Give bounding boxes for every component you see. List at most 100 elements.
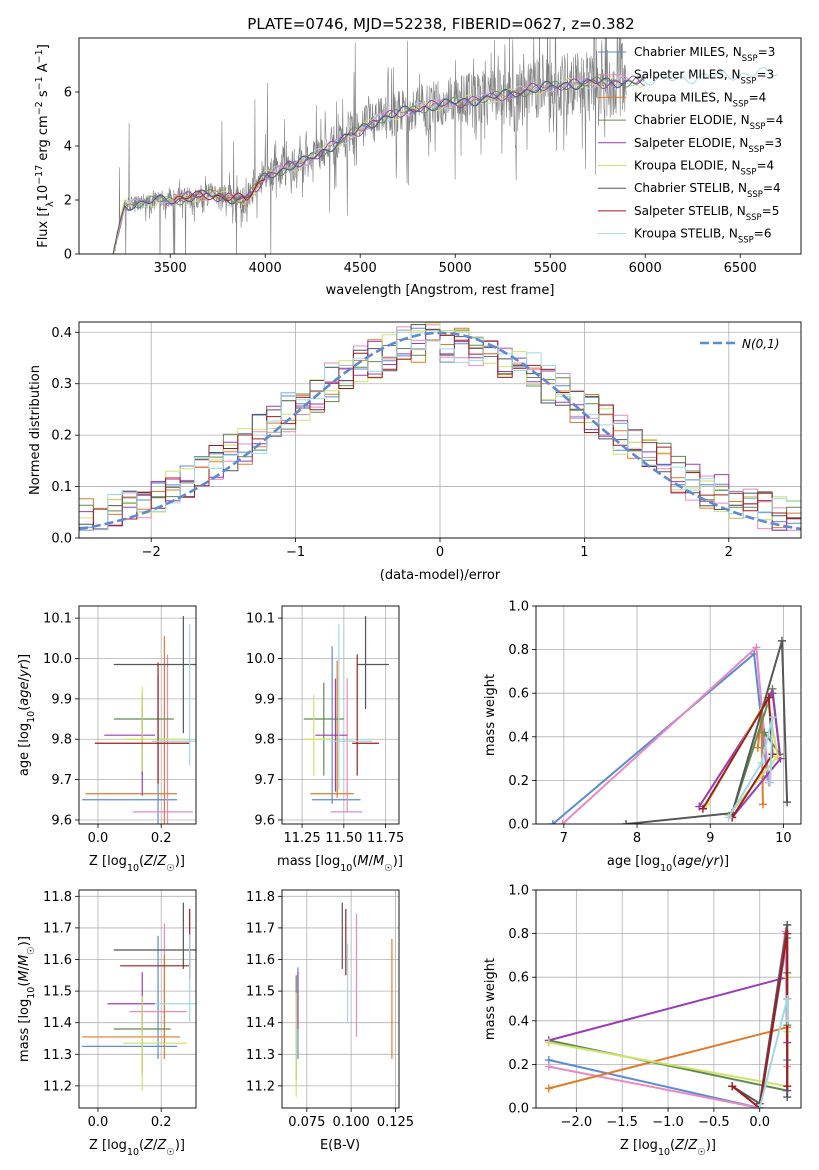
x-tick-label: −1.0 (652, 1115, 684, 1130)
figure-title: PLATE=0746, MJD=52238, FIBERID=0627, z=0… (247, 15, 634, 33)
y-tick-label: 10.0 (43, 652, 72, 667)
weight-marker (724, 813, 733, 822)
errorbar-point (94, 662, 190, 784)
weight-marker (753, 743, 762, 752)
x-tick-label: 3500 (154, 261, 187, 276)
histograms (79, 322, 801, 531)
x-axis-label: wavelength [Angstrom, rest frame] (326, 283, 555, 298)
axes-frame (535, 889, 802, 1109)
weight-marker (755, 1104, 764, 1108)
weight-marker (728, 1082, 737, 1091)
weight-marker (783, 1093, 792, 1102)
weight-vs-metallicity-panel: −2.0 −1.5 −1.0 −0.5 0.0 0.0 0.2 0.4 0.6 0.8 1.0 Z [… (483, 884, 802, 1158)
weight-marker (766, 778, 775, 787)
y-tick-label: 0.2 (508, 1058, 529, 1073)
legend-entry: Salpeter STELIB, NSSP=5 (634, 204, 779, 223)
weight-marker (544, 1062, 553, 1071)
errorbar-point (310, 660, 354, 798)
y-tick-label: 0.0 (508, 818, 529, 833)
mass-vs-metallicity-panel: 0.0 0.2 11.2 11.3 11.4 11.5 11.6 11.7 11.8 Z [log… (17, 889, 197, 1158)
x-axis-label: Z [log10(Z/Z☉)] (620, 1138, 716, 1158)
weight-vs-age-panel: 7 8 9 10 0.0 0.2 0.4 0.6 0.8 1.0 age [log10(age/yr… (483, 600, 802, 874)
axes-frame (78, 605, 197, 825)
weight-marker (758, 800, 767, 809)
weight-marker (760, 728, 769, 737)
weight-marker (622, 820, 631, 824)
errorbars (303, 616, 389, 813)
y-tick-label: 2 (64, 194, 72, 209)
y-axis-label: mass [log10(M/M☉)] (17, 936, 37, 1062)
x-tick-label: 9 (706, 831, 714, 846)
x-tick-label: 0.0 (88, 1115, 109, 1130)
errorbar-point (330, 624, 373, 790)
mass-vs-ebv-panel: 0.075 0.100 0.125 11.2 11.3 11.4 11.5 11.6 11.7 1… (246, 889, 414, 1153)
y-tick-label: 11.7 (43, 921, 72, 936)
x-tick-label: −0.5 (698, 1115, 730, 1130)
x-tick-label: 5500 (534, 261, 567, 276)
y-tick-label: 9.6 (254, 813, 275, 828)
x-axis-label: (data-model)/error (380, 568, 501, 583)
legend-entry: Kroupa STELIB, NSSP=6 (634, 227, 772, 246)
x-tick-label: 5000 (439, 261, 472, 276)
x-axis-label: Z [log10(Z/Z☉)] (89, 1138, 185, 1158)
y-tick-label: 11.5 (43, 985, 72, 1000)
errorbar-point (303, 694, 333, 776)
weight-lines (544, 920, 792, 1108)
y-tick-label: 9.6 (51, 813, 72, 828)
y-tick-label: 1.0 (508, 884, 529, 899)
spectrum-traces (112, 38, 779, 254)
errorbar-point (123, 686, 187, 772)
weight-series-line (625, 640, 789, 824)
y-tick-label: 11.6 (43, 953, 72, 968)
x-tick-label: −2.0 (561, 1115, 593, 1130)
weight-marker (698, 804, 707, 813)
x-tick-label: 0.0 (88, 831, 109, 846)
x-tick-label: 4500 (344, 261, 377, 276)
errorbar-point (315, 678, 348, 792)
errorbar-point (303, 682, 344, 776)
y-tick-label: 0.2 (51, 429, 72, 444)
weight-marker (783, 1016, 792, 1025)
model-spectrum-line (173, 75, 645, 204)
y-tick-label: 9.8 (51, 733, 72, 748)
y-tick-label: 6 (64, 86, 72, 101)
x-tick-label: 4000 (249, 261, 282, 276)
y-tick-label: 11.2 (43, 1079, 72, 1094)
x-tick-label: 7 (560, 831, 568, 846)
y-axis-label: age [log10(age/yr)] (17, 654, 37, 776)
axes-frame (281, 605, 400, 825)
errorbar-point (123, 995, 187, 1091)
y-tick-label: 0.4 (51, 326, 72, 341)
x-axis-label: Z [log10(Z/Z☉)] (89, 854, 185, 874)
weight-marker (773, 752, 782, 761)
x-tick-label: 1 (580, 545, 588, 560)
x-tick-label: −1.5 (606, 1115, 638, 1130)
weight-marker (544, 1084, 553, 1093)
errorbar-point (312, 646, 361, 804)
weight-marker (783, 920, 792, 929)
y-tick-label: 9.7 (51, 773, 72, 788)
errorbar-point (113, 616, 196, 734)
errorbars (82, 616, 196, 824)
errorbar-point (352, 654, 379, 776)
y-axis-label: Normed distribution (28, 365, 43, 495)
legend: Chabrier MILES, NSSP=3 Salpeter MILES, NS… (598, 45, 783, 246)
weight-marker (752, 643, 761, 652)
weight-marker (783, 995, 792, 1003)
age-vs-mass-panel: 11.25 11.50 11.75 9.6 9.7 9.8 9.9 10.0 10.1 mass … (246, 605, 404, 874)
x-tick-label: 0.2 (151, 1115, 172, 1130)
y-tick-label: 11.3 (246, 1048, 275, 1063)
y-tick-label: 0.1 (51, 480, 72, 495)
errorbar-point (151, 624, 196, 766)
errorbar-point (82, 935, 178, 1060)
weight-marker (558, 820, 567, 824)
y-tick-label: 0.0 (508, 1102, 529, 1117)
x-tick-label: −1 (286, 545, 305, 560)
errorbar-point (154, 934, 196, 1023)
weight-marker (768, 750, 777, 759)
age-vs-metallicity-panel: 0.0 0.2 9.6 9.7 9.8 9.9 10.0 10.1 Z [log10(Z/Z☉)… (17, 605, 197, 874)
normal-reference-curve (79, 331, 801, 531)
weight-marker (783, 929, 792, 938)
x-tick-label: 0.0 (749, 1115, 770, 1130)
